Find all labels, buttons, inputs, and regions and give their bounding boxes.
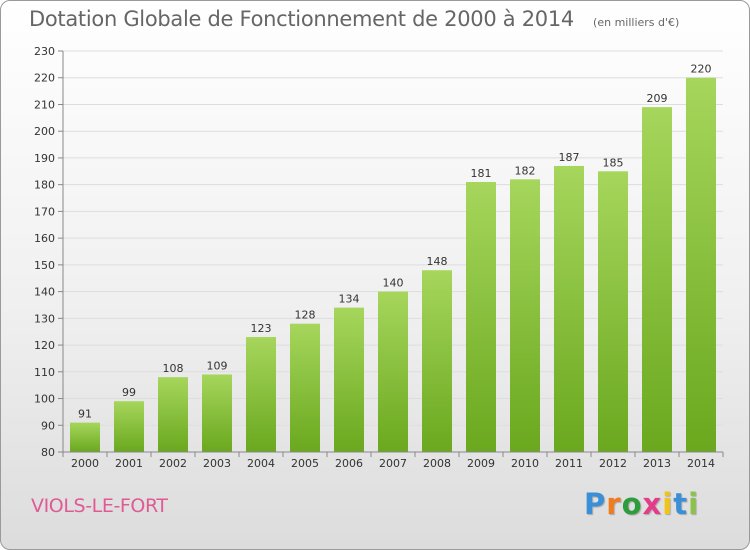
y-tick-label: 200 <box>34 125 55 138</box>
bar <box>246 337 276 452</box>
bar <box>290 323 320 452</box>
x-tick-label: 2012 <box>599 457 627 470</box>
y-tick-label: 190 <box>34 152 55 165</box>
bars: 91 99 108 109 123 128 134 140 148 181 182 187 185 209… <box>70 63 716 453</box>
data-label: 109 <box>207 359 228 372</box>
data-label: 182 <box>515 164 536 177</box>
y-tick-label: 210 <box>34 98 55 111</box>
bar <box>642 107 672 452</box>
data-label: 140 <box>383 277 404 290</box>
axes: 8090100110120130140150160170180190200210… <box>34 45 724 470</box>
y-tick-label: 80 <box>41 446 55 459</box>
logo-letter: i <box>688 487 700 521</box>
x-tick-label: 2008 <box>423 457 451 470</box>
x-tick-label: 2005 <box>291 457 319 470</box>
x-tick-label: 2014 <box>687 457 715 470</box>
data-label: 99 <box>122 386 136 399</box>
data-label: 123 <box>251 322 272 335</box>
data-label: 134 <box>339 293 360 306</box>
title-row: Dotation Globale de Fonctionnement de 20… <box>29 7 679 31</box>
bar <box>554 165 584 452</box>
x-tick-label: 2003 <box>203 457 231 470</box>
x-tick-label: 2002 <box>159 457 187 470</box>
x-tick-label: 2004 <box>247 457 275 470</box>
data-label: 187 <box>559 151 580 164</box>
data-label: 220 <box>691 63 712 76</box>
x-tick-label: 2009 <box>467 457 495 470</box>
bar <box>202 374 232 452</box>
data-label: 181 <box>471 167 492 180</box>
y-tick-label: 220 <box>34 72 55 85</box>
x-tick-label: 2007 <box>379 457 407 470</box>
y-tick-label: 130 <box>34 312 55 325</box>
data-label: 185 <box>603 156 624 169</box>
y-tick-label: 140 <box>34 286 55 299</box>
bar <box>598 171 628 453</box>
x-tick-label: 2011 <box>555 457 583 470</box>
y-tick-label: 110 <box>34 366 55 379</box>
data-label: 108 <box>163 362 184 375</box>
logo-letter: i <box>662 487 674 521</box>
x-tick-label: 2006 <box>335 457 363 470</box>
bar <box>378 291 408 452</box>
bar <box>422 270 452 452</box>
bar <box>158 377 188 452</box>
chart-subtitle: (en milliers d'€) <box>593 16 680 29</box>
y-tick-label: 150 <box>34 259 55 272</box>
bar <box>686 77 716 452</box>
bar <box>510 179 540 452</box>
y-tick-label: 100 <box>34 393 55 406</box>
data-label: 128 <box>295 309 316 322</box>
y-tick-label: 90 <box>41 419 55 432</box>
y-tick-label: 170 <box>34 205 55 218</box>
logo-letter: x <box>642 487 663 521</box>
proxiti-logo[interactable]: Proxiti <box>584 487 699 521</box>
logo-letter: o <box>621 487 643 521</box>
bar <box>70 422 100 452</box>
chart-title: Dotation Globale de Fonctionnement de 20… <box>29 7 574 31</box>
logo-letter: P <box>584 487 607 521</box>
y-tick-label: 120 <box>34 339 55 352</box>
data-label: 91 <box>78 408 92 421</box>
commune-name: VIOLS-LE-FORT <box>31 495 168 517</box>
bar <box>114 401 144 452</box>
bar <box>334 307 364 452</box>
y-tick-label: 180 <box>34 179 55 192</box>
x-tick-label: 2000 <box>71 457 99 470</box>
data-label: 209 <box>647 92 668 105</box>
x-tick-label: 2001 <box>115 457 143 470</box>
y-tick-label: 160 <box>34 232 55 245</box>
logo-letter: t <box>673 487 689 521</box>
x-tick-label: 2013 <box>643 457 671 470</box>
y-tick-label: 230 <box>34 45 55 58</box>
logo-letter: r <box>606 487 622 521</box>
bar <box>466 181 496 452</box>
x-tick-label: 2010 <box>511 457 539 470</box>
data-label: 148 <box>427 255 448 268</box>
